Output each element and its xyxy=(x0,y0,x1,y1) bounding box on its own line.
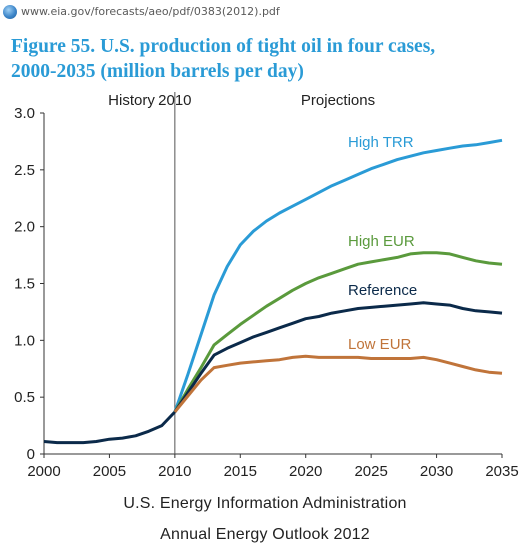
x-tick-label: 2020 xyxy=(289,463,322,480)
footer-publication: Annual Energy Outlook 2012 xyxy=(160,526,370,543)
x-tick-label: 2010 xyxy=(158,463,191,480)
url-bar[interactable]: www.eia.gov/forecasts/aeo/pdf/0383(2012)… xyxy=(0,0,530,26)
figure-title-line-2: 2000-2035 (million barrels per day) xyxy=(11,61,304,82)
y-tick-label: 2.5 xyxy=(14,162,35,179)
y-tick-label: 2.0 xyxy=(14,219,35,236)
series-line-high-eur xyxy=(173,251,503,413)
series-label-low-eur: Low EUR xyxy=(348,336,412,353)
x-tick-label: 2005 xyxy=(93,463,126,480)
y-tick-label: 3.0 xyxy=(14,105,35,122)
footer-source: U.S. Energy Information Administration xyxy=(123,495,407,512)
x-tick-label: 2000 xyxy=(27,463,60,480)
series-label-reference: Reference xyxy=(348,282,417,299)
history-series-line xyxy=(43,410,176,445)
x-tick-label: 2030 xyxy=(420,463,453,480)
x-tick-label: 2035 xyxy=(485,463,518,480)
series-line-high-trr xyxy=(173,138,503,413)
series-label-high-eur: High EUR xyxy=(348,233,415,250)
series-line-low-eur xyxy=(173,354,503,413)
x-tick-label: 2015 xyxy=(224,463,257,480)
figure-title: Figure 55. U.S. production of tight oil … xyxy=(11,34,526,84)
y-tick-label: 1.0 xyxy=(14,332,35,349)
series-label-high-trr: High TRR xyxy=(348,134,414,151)
y-tick-label: 0.5 xyxy=(14,389,35,406)
x-tick-label: 2025 xyxy=(354,463,387,480)
globe-icon xyxy=(3,5,17,19)
y-tick-label: 0 xyxy=(27,446,35,463)
series-line-reference xyxy=(173,301,503,413)
divider-year-label: 2010 xyxy=(158,92,191,109)
url-text: www.eia.gov/forecasts/aeo/pdf/0383(2012)… xyxy=(21,5,280,18)
projections-label: Projections xyxy=(301,92,375,109)
figure-title-line-1: Figure 55. U.S. production of tight oil … xyxy=(11,36,436,57)
y-tick-label: 1.5 xyxy=(14,276,35,293)
history-label: History xyxy=(108,92,155,109)
